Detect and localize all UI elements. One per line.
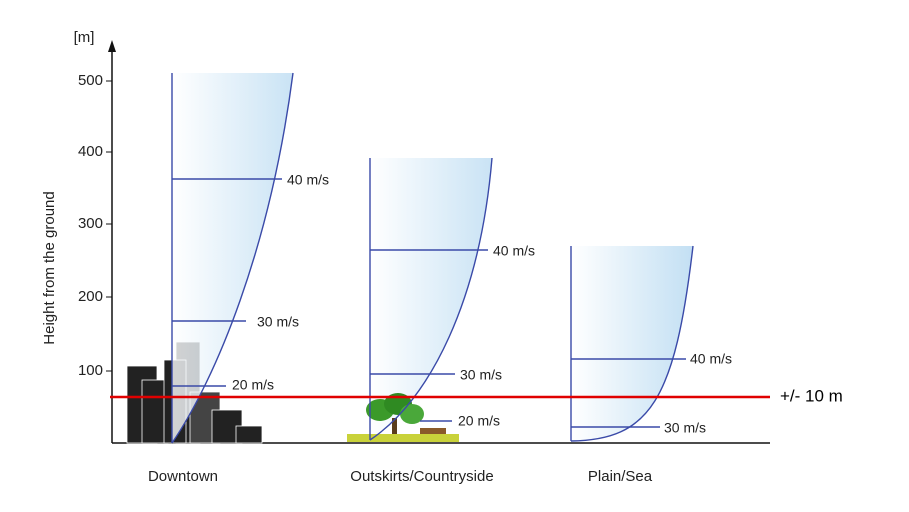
annotation: +/- 10 m (780, 386, 843, 405)
axis-label: Height from the ground (41, 191, 58, 344)
tick-label: 500 (78, 72, 103, 89)
speed-label: 40 m/s (287, 172, 329, 188)
axis-unit: [m] (74, 29, 95, 46)
speed-label: 40 m/s (690, 351, 732, 367)
ground (347, 434, 459, 442)
speed-label: 40 m/s (493, 243, 535, 259)
tick-label: 300 (78, 215, 103, 232)
speed-label: 30 m/s (460, 367, 502, 383)
profile-name: Downtown (148, 468, 218, 485)
speed-label: 30 m/s (257, 314, 299, 330)
tick-label: 100 (78, 362, 103, 379)
tick-label: 400 (78, 143, 103, 160)
speed-label: 20 m/s (232, 377, 274, 393)
speed-label: 30 m/s (664, 420, 706, 436)
tick-label: 200 (78, 288, 103, 305)
speed-label: 20 m/s (458, 413, 500, 429)
profile-name: Plain/Sea (588, 468, 653, 485)
profile-name: Outskirts/Countryside (350, 468, 493, 485)
